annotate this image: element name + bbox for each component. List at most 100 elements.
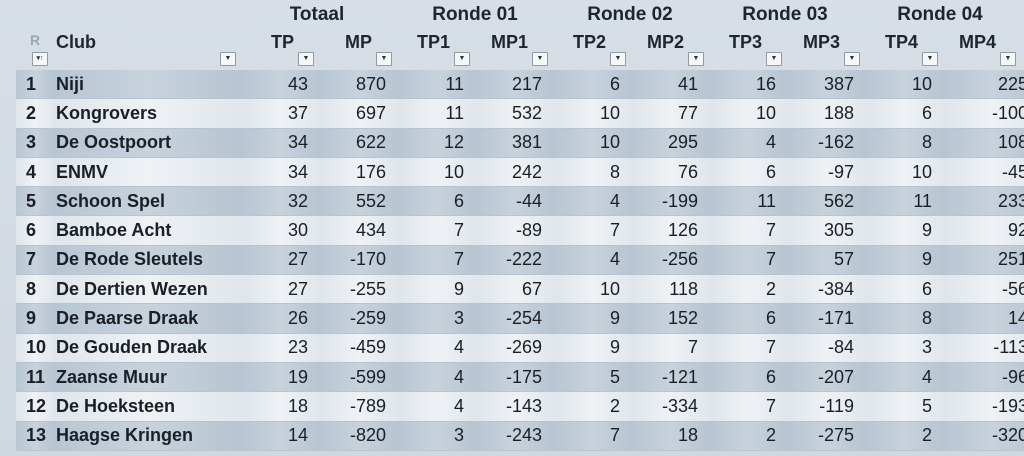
cell-tp[interactable]: 27	[242, 245, 320, 276]
cell-mp[interactable]: 622	[320, 128, 398, 158]
cell-tp4[interactable]: 6	[866, 274, 944, 305]
chevron-down-icon[interactable]: ▼	[454, 52, 470, 66]
cell-tp4[interactable]: 9	[866, 215, 944, 246]
cell-club[interactable]: Bamboe Acht	[54, 215, 242, 246]
chevron-down-icon[interactable]: ▼	[844, 52, 860, 66]
cell-mp3[interactable]: -171	[788, 303, 866, 334]
cell-mp2[interactable]: 295	[632, 128, 710, 158]
cell-tp[interactable]: 27	[242, 274, 320, 305]
cell-tp1[interactable]: 3	[398, 303, 476, 334]
cell-tp[interactable]: 14	[242, 421, 320, 451]
cell-tp1[interactable]: 9	[398, 274, 476, 305]
cell-mp3[interactable]: 57	[788, 245, 866, 276]
cell-mp1[interactable]: -243	[476, 421, 554, 451]
cell-tp3[interactable]: 7	[710, 245, 788, 276]
cell-tp[interactable]: 19	[242, 362, 320, 393]
cell-rank[interactable]: 6	[16, 215, 54, 246]
cell-club[interactable]: De Paarse Draak	[54, 303, 242, 334]
cell-mp4[interactable]: 108	[944, 128, 1024, 158]
cell-tp2[interactable]: 10	[554, 274, 632, 305]
cell-mp2[interactable]: 76	[632, 157, 710, 188]
cell-tp1[interactable]: 6	[398, 186, 476, 217]
chevron-down-icon[interactable]: ▼	[610, 52, 626, 66]
cell-mp2[interactable]: 18	[632, 421, 710, 451]
cell-mp3[interactable]: -275	[788, 421, 866, 451]
cell-tp3[interactable]: 2	[710, 421, 788, 451]
cell-mp[interactable]: -789	[320, 391, 398, 422]
cell-mp[interactable]: -170	[320, 245, 398, 276]
cell-tp4[interactable]: 6	[866, 98, 944, 129]
cell-tp2[interactable]: 4	[554, 245, 632, 276]
cell-tp[interactable]: 43	[242, 70, 320, 100]
cell-tp4[interactable]: 10	[866, 70, 944, 100]
cell-mp1[interactable]: 532	[476, 98, 554, 129]
cell-rank[interactable]: 4	[16, 157, 54, 188]
cell-mp3[interactable]: -162	[788, 128, 866, 158]
table-row[interactable]: 11 Zaanse Muur 19 -599 4 -175 5 -121 6 -207 4 -96	[16, 362, 1024, 393]
cell-rank[interactable]: 5	[16, 186, 54, 217]
cell-mp1[interactable]: -44	[476, 186, 554, 217]
cell-tp4[interactable]: 3	[866, 333, 944, 363]
cell-mp1[interactable]: -143	[476, 391, 554, 422]
cell-tp2[interactable]: 7	[554, 215, 632, 246]
cell-mp2[interactable]: -121	[632, 362, 710, 393]
cell-tp3[interactable]: 16	[710, 70, 788, 100]
table-row[interactable]: 2 Kongrovers 37 697 11 532 10 77 10 188 6 -100	[16, 98, 1024, 129]
cell-rank[interactable]: 8	[16, 274, 54, 305]
cell-mp4[interactable]: -96	[944, 362, 1024, 393]
cell-tp3[interactable]: 11	[710, 186, 788, 217]
cell-mp3[interactable]: -384	[788, 274, 866, 305]
cell-tp2[interactable]: 9	[554, 333, 632, 363]
cell-tp3[interactable]: 7	[710, 391, 788, 422]
cell-mp2[interactable]: 118	[632, 274, 710, 305]
cell-club[interactable]: Haagse Kringen	[54, 421, 242, 451]
cell-mp2[interactable]: 41	[632, 70, 710, 100]
cell-mp[interactable]: 697	[320, 98, 398, 129]
cell-tp4[interactable]: 5	[866, 391, 944, 422]
cell-rank[interactable]: 1	[16, 70, 54, 100]
cell-tp1[interactable]: 4	[398, 333, 476, 363]
cell-tp2[interactable]: 9	[554, 303, 632, 334]
cell-mp[interactable]: -599	[320, 362, 398, 393]
table-row[interactable]: 3 De Oostpoort 34 622 12 381 10 295 4 -162 8 108	[16, 128, 1024, 158]
cell-tp4[interactable]: 10	[866, 157, 944, 188]
cell-tp[interactable]: 26	[242, 303, 320, 334]
cell-mp3[interactable]: 562	[788, 186, 866, 217]
cell-club[interactable]: De Hoeksteen	[54, 391, 242, 422]
chevron-down-icon[interactable]: ▼	[766, 52, 782, 66]
cell-tp2[interactable]: 4	[554, 186, 632, 217]
cell-tp[interactable]: 37	[242, 98, 320, 129]
cell-tp3[interactable]: 10	[710, 98, 788, 129]
cell-tp2[interactable]: 6	[554, 70, 632, 100]
table-row[interactable]: 8 De Dertien Wezen 27 -255 9 67 10 118 2 -384 6 -56	[16, 274, 1024, 305]
cell-mp4[interactable]: 225	[944, 70, 1024, 100]
cell-tp[interactable]: 18	[242, 391, 320, 422]
table-row[interactable]: 5 Schoon Spel 32 552 6 -44 4 -199 11 562 11 233	[16, 186, 1024, 217]
chevron-down-icon[interactable]: ▼	[688, 52, 704, 66]
cell-mp4[interactable]: -45	[944, 157, 1024, 188]
cell-mp3[interactable]: 387	[788, 70, 866, 100]
cell-club[interactable]: De Oostpoort	[54, 128, 242, 158]
table-row[interactable]: 4 ENMV 34 176 10 242 8 76 6 -97 10 -45	[16, 157, 1024, 188]
cell-tp2[interactable]: 5	[554, 362, 632, 393]
cell-tp2[interactable]: 2	[554, 391, 632, 422]
cell-mp1[interactable]: -175	[476, 362, 554, 393]
cell-tp1[interactable]: 11	[398, 98, 476, 129]
cell-rank[interactable]: 10	[16, 333, 54, 363]
cell-mp2[interactable]: 126	[632, 215, 710, 246]
cell-mp[interactable]: -820	[320, 421, 398, 451]
cell-mp[interactable]: -459	[320, 333, 398, 363]
cell-mp1[interactable]: -269	[476, 333, 554, 363]
cell-tp3[interactable]: 6	[710, 157, 788, 188]
cell-mp1[interactable]: -222	[476, 245, 554, 276]
cell-tp1[interactable]: 12	[398, 128, 476, 158]
cell-mp3[interactable]: -119	[788, 391, 866, 422]
cell-mp1[interactable]: 381	[476, 128, 554, 158]
cell-mp2[interactable]: -199	[632, 186, 710, 217]
cell-tp4[interactable]: 4	[866, 362, 944, 393]
cell-rank[interactable]: 7	[16, 245, 54, 276]
cell-club[interactable]: De Dertien Wezen	[54, 274, 242, 305]
table-row[interactable]: 9 De Paarse Draak 26 -259 3 -254 9 152 6 -171 8 14	[16, 303, 1024, 334]
cell-mp[interactable]: -259	[320, 303, 398, 334]
cell-tp[interactable]: 34	[242, 128, 320, 158]
